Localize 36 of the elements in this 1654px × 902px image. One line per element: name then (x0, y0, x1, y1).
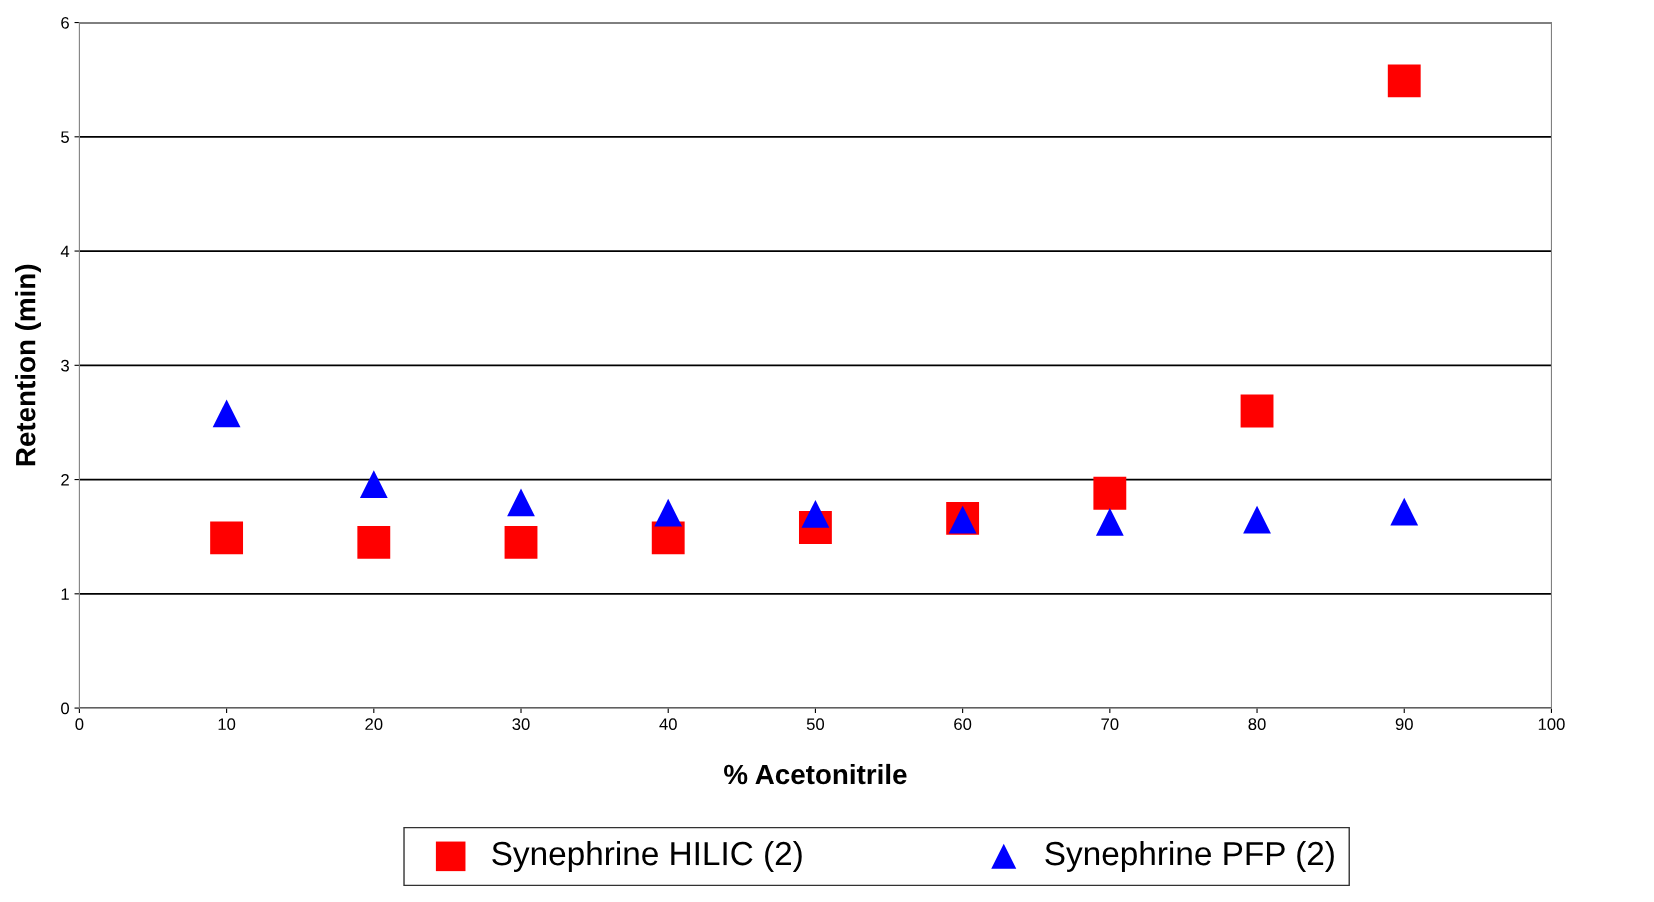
y-tick-label: 3 (61, 359, 69, 372)
x-tick-label: 50 (806, 718, 825, 731)
x-tick-label: 20 (365, 718, 383, 731)
x-tick-label: 30 (512, 718, 530, 731)
point (357, 525, 391, 559)
x-tick-label: 70 (1101, 718, 1119, 731)
y-tick-label: 5 (61, 131, 69, 144)
point (1390, 497, 1419, 526)
x-tick-label: 60 (954, 718, 972, 731)
legend-label: Synephrine PFP (2) (1045, 840, 1334, 872)
y-tick-label: 2 (61, 473, 69, 486)
x-tick-label: 10 (218, 718, 236, 731)
x-tick-label: 0 (75, 718, 84, 731)
point (1243, 505, 1271, 534)
legend-label: Synephrine HILIC (2) (492, 840, 802, 872)
point (1240, 394, 1274, 428)
x-tick-label: 40 (659, 718, 677, 731)
point (212, 399, 241, 428)
y-axis-title: Retention (min) (15, 264, 41, 466)
y-tick-label: 6 (61, 16, 69, 29)
point (1095, 507, 1124, 536)
x-tick-label: 80 (1248, 718, 1266, 731)
x-tick-label: 90 (1395, 718, 1413, 731)
point (801, 499, 830, 528)
point (1387, 64, 1421, 98)
point (507, 488, 535, 517)
point (504, 525, 538, 559)
point (210, 521, 244, 555)
y-tick-label: 0 (61, 702, 70, 715)
point (359, 470, 388, 499)
y-tick-label: 1 (61, 588, 69, 600)
point (654, 498, 683, 527)
y-tick-label: 4 (60, 245, 70, 258)
x-axis-title: % Acetonitrile (724, 763, 907, 785)
point (1093, 476, 1127, 510)
x-tick-label: 100 (1538, 718, 1565, 731)
